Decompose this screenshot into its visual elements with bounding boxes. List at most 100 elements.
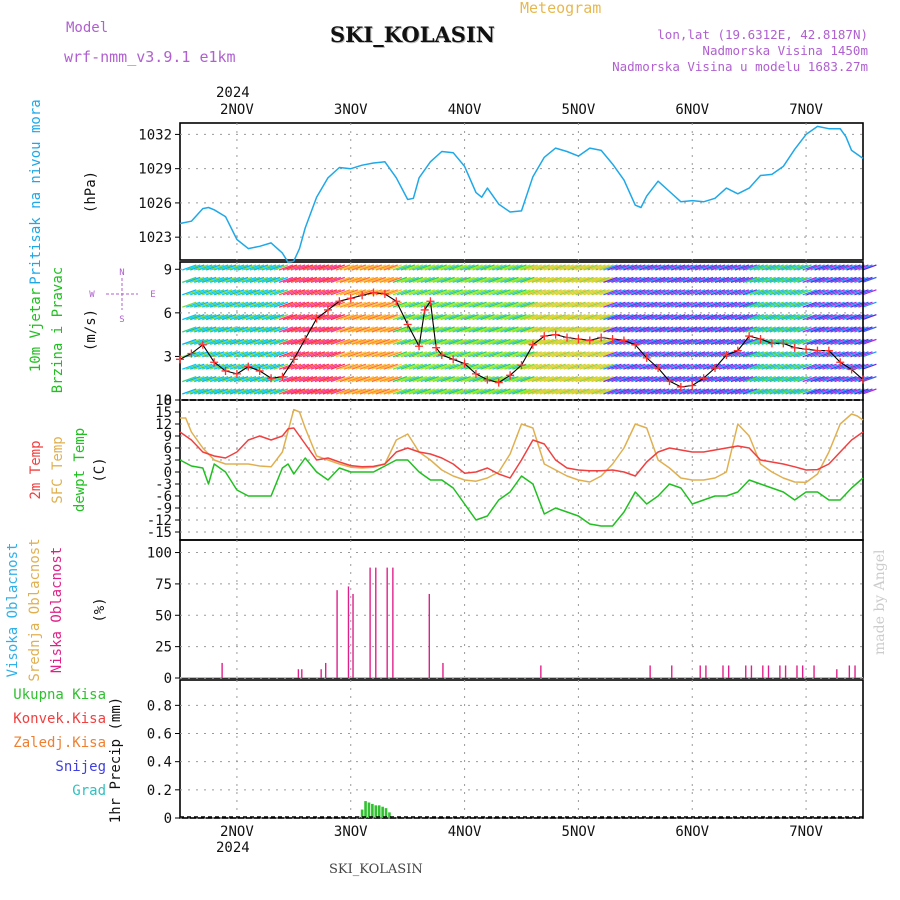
wind-barb: [424, 326, 439, 333]
wind-barb: [221, 351, 237, 358]
wind-barb: [523, 264, 538, 271]
wind-barb: [575, 289, 590, 296]
wind-barb: [500, 363, 515, 370]
wind-barb: [290, 363, 306, 370]
year-top: 2024: [216, 85, 250, 101]
temp-panel-frame: [179, 399, 864, 541]
wind-barb: [714, 375, 730, 383]
wind-barb: [718, 338, 734, 346]
wind-barb: [753, 326, 768, 333]
wind-barb: [663, 313, 678, 321]
wind-barb: [591, 388, 606, 395]
wind-speed-marker: [551, 330, 560, 339]
wind-barb: [678, 264, 694, 271]
wind-barb: [846, 264, 861, 271]
wind-barb: [726, 351, 742, 358]
wind-barb: [838, 289, 853, 296]
wind-barb: [742, 313, 758, 321]
wind-barb: [326, 338, 342, 346]
wind-barb: [480, 276, 495, 284]
wind-barb: [269, 289, 285, 296]
wind-barb: [197, 313, 213, 321]
day-label-bottom: 3NOV: [334, 824, 368, 840]
wind-barb: [523, 388, 538, 395]
wind-barb: [298, 388, 314, 395]
wind-barb: [834, 338, 849, 346]
wind-barb: [738, 338, 754, 346]
wind-barb: [682, 276, 698, 284]
wind-barb: [527, 351, 542, 358]
wind-barb: [400, 375, 416, 383]
wind-barb: [282, 363, 298, 370]
wind-barb: [567, 375, 582, 383]
wind-barb: [797, 388, 812, 395]
wind-barb: [802, 375, 817, 383]
wind-barb: [714, 301, 730, 308]
wind-barb: [862, 375, 877, 383]
wind-barb: [229, 351, 245, 358]
wind-barb: [456, 326, 471, 333]
wind-barb: [186, 388, 201, 395]
wind-barb: [460, 326, 475, 333]
wind-barb: [359, 351, 375, 358]
wind-barb: [516, 276, 531, 284]
wind-barb: [738, 388, 754, 395]
wind-barb: [500, 313, 515, 321]
wind-barb: [302, 289, 318, 296]
wind-barb: [627, 276, 642, 284]
wind-barb: [531, 276, 546, 284]
wind-barb: [387, 351, 402, 358]
wind-barb: [579, 289, 594, 296]
wind-barb: [559, 326, 574, 333]
wind-barb: [607, 388, 622, 395]
wind-barb: [842, 276, 857, 284]
wind-barb: [810, 313, 825, 321]
wind-speed-marker: [312, 314, 321, 323]
wind-barb: [492, 388, 507, 395]
wind-barb: [265, 338, 281, 346]
wind-barb: [806, 313, 821, 321]
wind-barb: [245, 276, 261, 284]
wind-barb: [781, 264, 796, 271]
wind-barb: [814, 276, 829, 284]
wind-barb: [734, 313, 750, 321]
wind-barb: [396, 388, 412, 395]
wind-barb: [302, 375, 318, 383]
wind-barb: [233, 338, 249, 346]
wind-barb: [757, 375, 772, 383]
wind-barb: [326, 313, 342, 321]
wind-barb: [838, 375, 853, 383]
wind-barb: [500, 289, 515, 296]
wind-barb: [355, 276, 371, 284]
wind-barb: [854, 289, 869, 296]
wind-barb: [523, 363, 538, 370]
wind-barb: [488, 313, 503, 321]
wind-barb: [587, 276, 602, 284]
wind-barb: [682, 338, 698, 346]
wind-barb: [726, 388, 742, 395]
wind-barb: [702, 351, 718, 358]
wind-barb: [484, 301, 499, 308]
wind-barb: [269, 338, 285, 346]
wind-barb: [745, 313, 760, 321]
wind-barb: [424, 313, 439, 321]
wind-barb: [846, 388, 861, 395]
wind-barb: [551, 276, 566, 284]
day-label-top: 7NOV: [789, 102, 823, 118]
wind-barb: [371, 388, 387, 395]
wind-barb: [527, 375, 542, 383]
wind-barb: [186, 276, 201, 284]
wind-barb: [261, 264, 277, 271]
wind-barb: [810, 375, 825, 383]
wind-barb: [249, 388, 265, 395]
wind-barb: [310, 375, 326, 383]
wind-barb: [777, 301, 792, 308]
wind-barb: [639, 276, 654, 284]
wind-barb: [516, 375, 531, 383]
wind-barb: [253, 363, 269, 370]
wind-barb: [205, 276, 221, 284]
wind-barb: [294, 326, 310, 333]
wind-barb: [400, 313, 416, 321]
wind-barb: [278, 313, 294, 321]
wind-barb: [789, 326, 804, 333]
